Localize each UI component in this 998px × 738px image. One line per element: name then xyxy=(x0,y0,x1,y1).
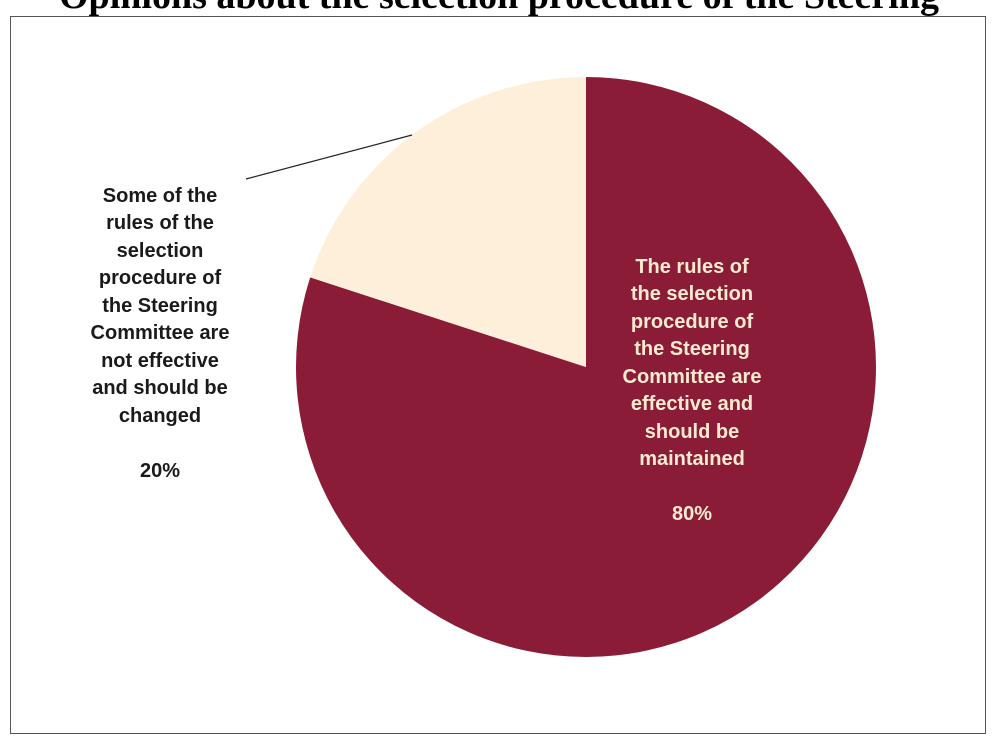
leader-line xyxy=(245,134,413,180)
slice-label-change-percent: 20% xyxy=(139,459,181,482)
pie-slices xyxy=(295,77,876,657)
chart-title-clip: Opinions about the selection procedure o… xyxy=(0,0,998,28)
pie-slice-change xyxy=(310,77,586,367)
pie-slice-maintain xyxy=(295,77,876,657)
slice-label-maintain: The rules of the selection procedure of … xyxy=(608,226,776,556)
slice-label-maintain-percent: 80% xyxy=(671,503,713,525)
slice-label-change: Some of the rules of the selection proce… xyxy=(60,155,260,513)
slice-label-change-text: Some of the rules of the selection proce… xyxy=(90,184,230,427)
chart-title: Opinions about the selection procedure o… xyxy=(0,0,998,18)
slice-label-maintain-text: The rules of the selection procedure of … xyxy=(622,255,762,471)
